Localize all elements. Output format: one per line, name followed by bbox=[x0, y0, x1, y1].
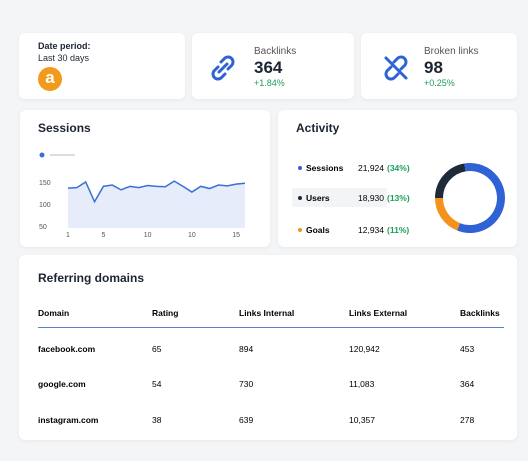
backlinks-change: +1.84% bbox=[254, 78, 285, 88]
broken-link-icon bbox=[384, 55, 408, 81]
activity-card: Activity bbox=[278, 110, 517, 247]
link-icon bbox=[211, 55, 235, 81]
logo: a bbox=[38, 67, 62, 91]
backlinks-value: 364 bbox=[254, 58, 283, 77]
activity-title: Activity bbox=[296, 121, 340, 135]
backlinks-card: Backlinks 364 +1.84% bbox=[192, 33, 354, 99]
header-rule bbox=[38, 327, 504, 328]
date-value: Last 30 days bbox=[38, 53, 90, 63]
referring-title: Referring domains bbox=[38, 271, 145, 285]
date-card: Date period: Last 30 days a bbox=[19, 33, 185, 99]
broken-label: Broken links bbox=[424, 46, 479, 57]
referring-card: Referring domains bbox=[19, 255, 517, 440]
sessions-card: Sessions bbox=[20, 110, 270, 247]
date-label: Date period: bbox=[38, 41, 91, 51]
broken-change: +0.25% bbox=[424, 78, 455, 88]
sessions-title: Sessions bbox=[38, 121, 91, 135]
backlinks-label: Backlinks bbox=[254, 46, 297, 57]
broken-card: Broken links 98 +0.25% bbox=[361, 33, 517, 99]
broken-value: 98 bbox=[424, 58, 443, 77]
